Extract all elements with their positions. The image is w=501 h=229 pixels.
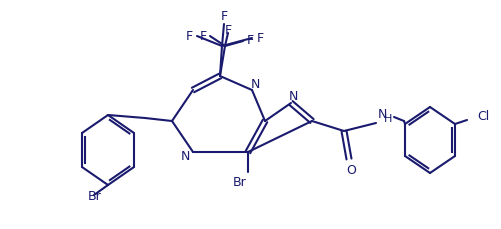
Text: Br: Br <box>88 191 102 204</box>
Text: N: N <box>250 79 259 92</box>
Text: Br: Br <box>232 175 246 188</box>
Text: F: F <box>246 35 253 47</box>
Text: F: F <box>224 24 231 36</box>
Text: N: N <box>288 90 297 104</box>
Text: Cl: Cl <box>476 109 488 123</box>
Text: F: F <box>256 32 263 44</box>
Text: H: H <box>383 114 391 124</box>
Text: O: O <box>345 164 355 177</box>
Text: F: F <box>199 30 206 43</box>
Text: F: F <box>185 30 192 43</box>
Text: N: N <box>180 150 189 163</box>
Text: N: N <box>377 109 386 122</box>
Text: F: F <box>220 9 227 22</box>
